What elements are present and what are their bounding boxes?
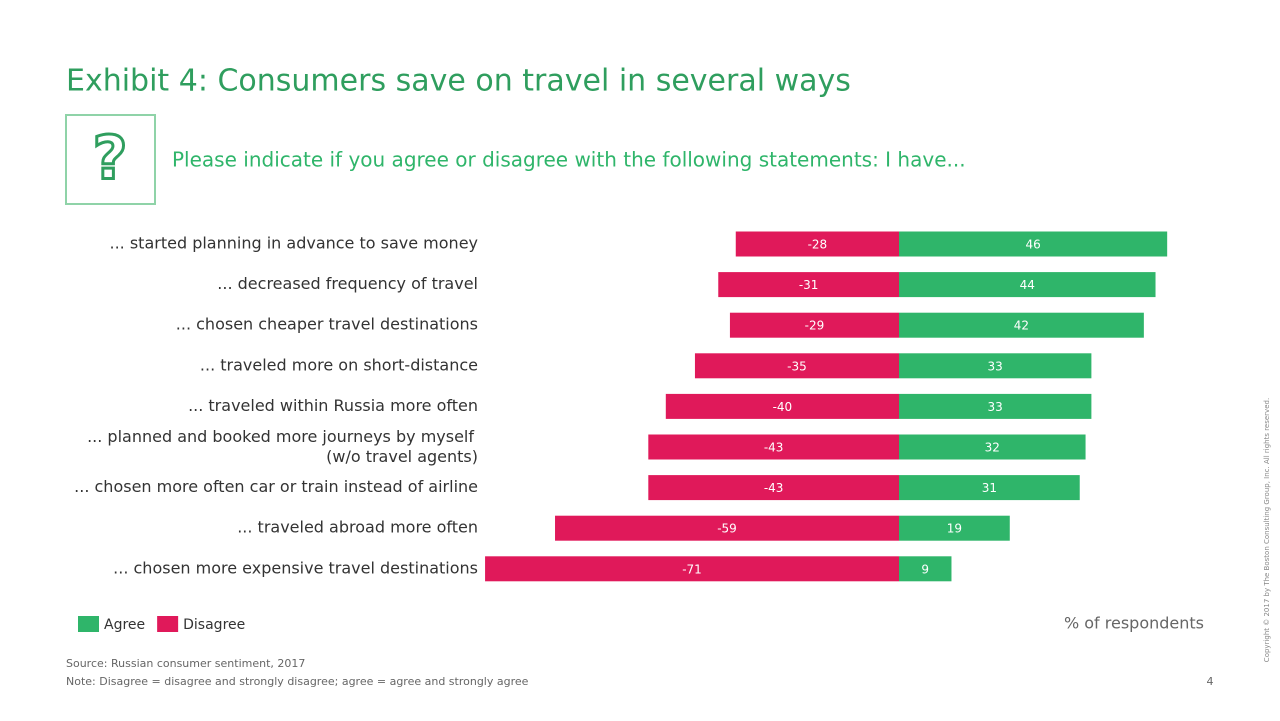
value-label: -31 — [799, 278, 819, 292]
category-label: ... decreased frequency of travel — [217, 274, 478, 293]
category-label-line: (w/o travel agents) — [326, 447, 478, 466]
source: Source: Russian consumer sentiment, 2017 — [66, 657, 305, 670]
category-label: ... started planning in advance to save … — [110, 234, 479, 253]
value-label: -59 — [717, 522, 737, 536]
value-label: 33 — [988, 359, 1003, 373]
value-label: -71 — [682, 562, 702, 576]
category-label-line: ... planned and booked more journeys by … — [87, 427, 474, 446]
category-label: ... planned and booked more journeys by … — [87, 427, 478, 466]
legend-swatch — [78, 616, 99, 632]
title: Exhibit 4: Consumers save on travel in s… — [66, 64, 851, 99]
category-label: ... chosen more expensive travel destina… — [113, 558, 478, 577]
value-label: 19 — [947, 522, 962, 536]
value-label: 44 — [1020, 278, 1035, 292]
value-label: -43 — [764, 441, 784, 455]
axis-note: % of respondents — [1064, 614, 1204, 633]
bar — [899, 353, 1092, 379]
bar — [899, 515, 1010, 541]
bar — [899, 475, 1080, 501]
category-label: ... traveled within Russia more often — [188, 396, 478, 415]
legend-label: Agree — [104, 617, 145, 633]
bar — [899, 434, 1086, 460]
legend-label: Disagree — [183, 617, 245, 633]
note: Note: Disagree = disagree and strongly d… — [66, 675, 529, 688]
value-label: 33 — [988, 400, 1003, 414]
value-label: -35 — [787, 359, 807, 373]
value-label: 9 — [921, 562, 929, 576]
question-icon: ? — [93, 124, 128, 194]
page-number: 4 — [1207, 675, 1214, 688]
value-label: -40 — [773, 400, 793, 414]
bar — [694, 353, 899, 379]
category-label: ... chosen cheaper travel destinations — [176, 315, 478, 334]
bar — [648, 475, 899, 501]
bar — [899, 556, 952, 582]
bar — [648, 434, 899, 460]
bar — [899, 272, 1156, 298]
category-label: ... chosen more often car or train inste… — [74, 477, 478, 496]
category-label: ... traveled more on short-distance — [200, 355, 478, 374]
bar — [899, 312, 1144, 338]
bar — [555, 515, 899, 541]
bar — [729, 312, 899, 338]
value-label: -43 — [764, 481, 784, 495]
value-label: 42 — [1014, 319, 1029, 333]
bar — [899, 393, 1092, 419]
bar — [899, 231, 1168, 257]
value-label: 31 — [982, 481, 997, 495]
question-box — [65, 114, 156, 205]
value-label: 32 — [985, 441, 1000, 455]
bar — [485, 556, 899, 582]
bar — [665, 393, 899, 419]
value-label: -29 — [805, 319, 825, 333]
value-label: -28 — [808, 238, 828, 252]
bar — [735, 231, 899, 257]
legend-swatch — [157, 616, 179, 632]
copyright: Copyright © 2017 by The Boston Consultin… — [1263, 398, 1271, 662]
value-label: 46 — [1025, 238, 1040, 252]
bar — [718, 272, 899, 298]
subtitle: Please indicate if you agree or disagree… — [172, 148, 966, 172]
category-label: ... traveled abroad more often — [237, 518, 478, 537]
